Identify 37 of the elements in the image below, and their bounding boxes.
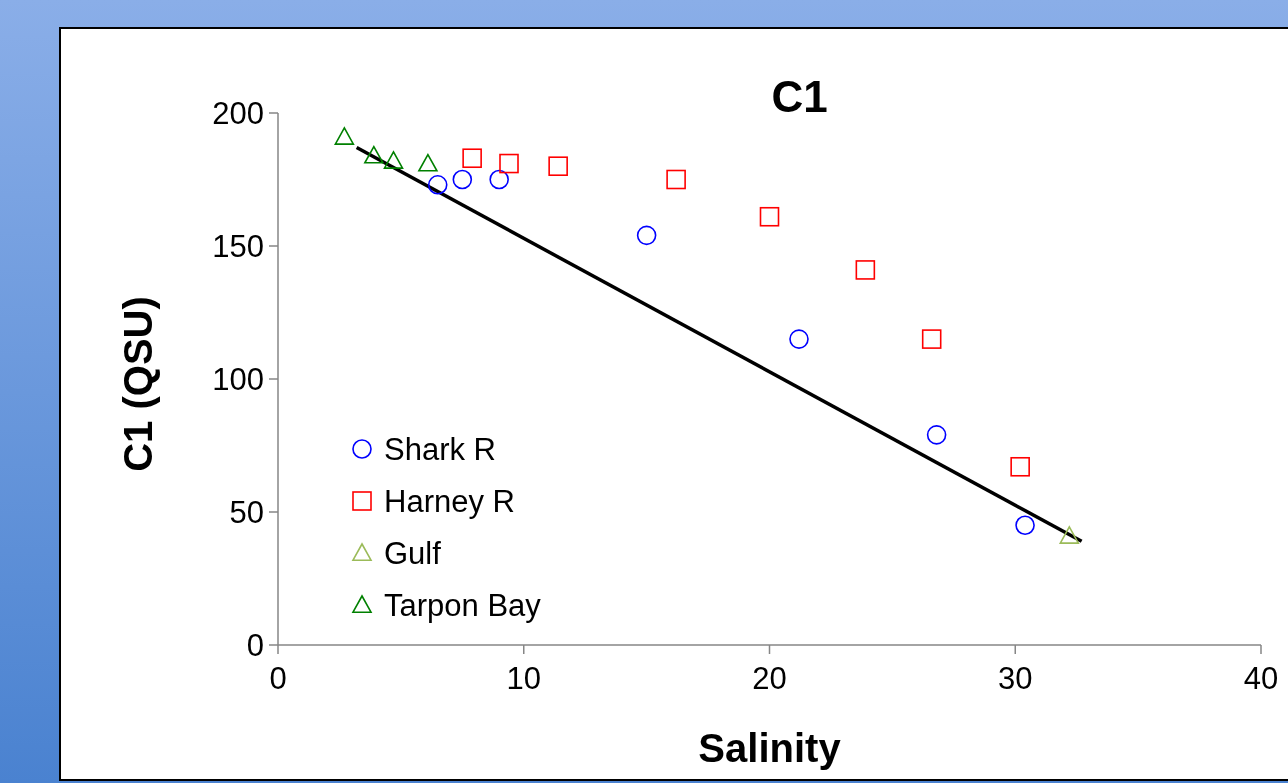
point <box>921 329 942 349</box>
point <box>499 153 519 174</box>
y-axis-title: C1 (QSU) <box>116 296 160 472</box>
x-tick-label: 20 <box>752 661 787 696</box>
legend-label: Harney R <box>384 484 515 519</box>
point <box>364 145 384 164</box>
legend-label: Shark R <box>384 432 496 467</box>
point <box>334 127 355 145</box>
point <box>926 425 947 445</box>
point <box>462 148 482 169</box>
point <box>759 206 780 227</box>
legend-label: Gulf <box>384 536 442 571</box>
chart-title: C1 <box>771 72 828 121</box>
point <box>489 169 509 190</box>
y-tick-label: 200 <box>212 96 264 131</box>
point <box>636 225 657 246</box>
point <box>855 260 876 280</box>
x-tick-label: 10 <box>506 661 541 696</box>
y-tick-label: 150 <box>212 229 264 264</box>
point <box>789 329 809 349</box>
point <box>383 151 404 169</box>
point <box>452 169 473 190</box>
x-tick-label: 40 <box>1243 661 1279 696</box>
point <box>427 175 448 195</box>
y-tick-label: 0 <box>246 628 264 663</box>
x-axis-title: Salinity <box>698 726 842 770</box>
x-tick-label: 0 <box>269 661 287 696</box>
x-tick-label: 30 <box>998 661 1033 696</box>
point <box>1015 515 1035 536</box>
point <box>1059 526 1080 544</box>
legend-label: Tarpon Bay <box>384 588 542 623</box>
point <box>418 153 438 172</box>
point <box>666 169 686 190</box>
y-tick-label: 100 <box>212 362 264 397</box>
point <box>1010 456 1030 477</box>
point <box>548 156 568 176</box>
y-tick-label: 50 <box>229 495 264 530</box>
